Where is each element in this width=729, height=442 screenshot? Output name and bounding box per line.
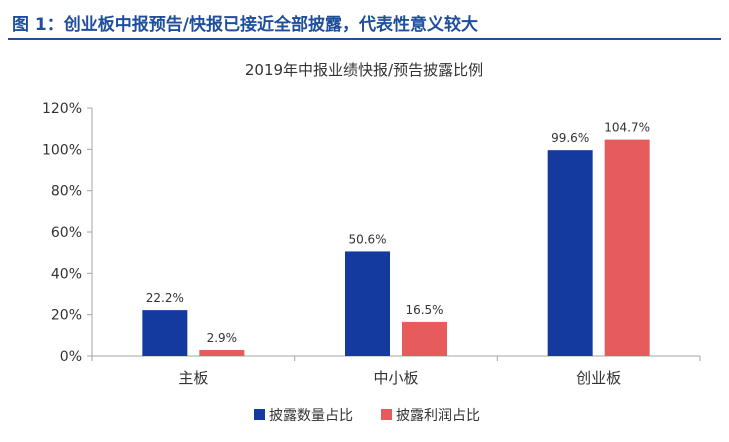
y-tick-label: 60% (51, 225, 82, 241)
x-category-label: 创业板 (576, 369, 621, 387)
x-category-label: 中小板 (373, 369, 418, 387)
y-tick-label: 80% (51, 184, 82, 200)
bar (402, 321, 447, 356)
chart-title: 2019年中报业绩快报/预告披露比例 (245, 61, 483, 79)
bar (547, 150, 593, 356)
y-tick-label: 40% (51, 266, 82, 282)
data-label: 22.2% (146, 291, 184, 305)
legend-swatch (381, 409, 392, 420)
data-label: 104.7% (604, 121, 650, 135)
legend-swatch (254, 409, 265, 420)
bar (604, 139, 650, 356)
data-label: 2.9% (207, 331, 238, 345)
data-label: 50.6% (348, 232, 386, 246)
bar-chart: 2019年中报业绩快报/预告披露比例 0% 20% 40% 60% 80% 100% 120… (42, 61, 701, 424)
y-tick-label: 20% (51, 308, 82, 324)
bars: 22.2% 2.9% 50.6% 16.5% 99.6% 104.7% (142, 121, 650, 356)
figure-header: 图 1：创业板中报预告/快报已接近全部披露，代表性意义较大 (8, 8, 721, 40)
y-tick-label: 0% (60, 349, 82, 365)
legend-label: 披露利润占比 (396, 408, 480, 424)
bar (345, 251, 390, 356)
legend-label: 披露数量占比 (269, 408, 353, 424)
figure-title: 图 1：创业板中报预告/快报已接近全部披露，代表性意义较大 (12, 15, 478, 35)
bar (199, 350, 245, 356)
data-label: 16.5% (405, 303, 443, 317)
x-category-label: 主板 (178, 369, 208, 387)
y-axis: 0% 20% 40% 60% 80% 100% 120% (42, 101, 93, 365)
y-tick-label: 120% (42, 101, 82, 117)
data-label: 99.6% (551, 131, 589, 145)
x-axis: 主板 中小板 创业板 (91, 355, 701, 387)
legend: 披露数量占比 披露利润占比 (254, 408, 480, 424)
bar (142, 310, 188, 356)
y-tick-label: 100% (42, 142, 82, 158)
